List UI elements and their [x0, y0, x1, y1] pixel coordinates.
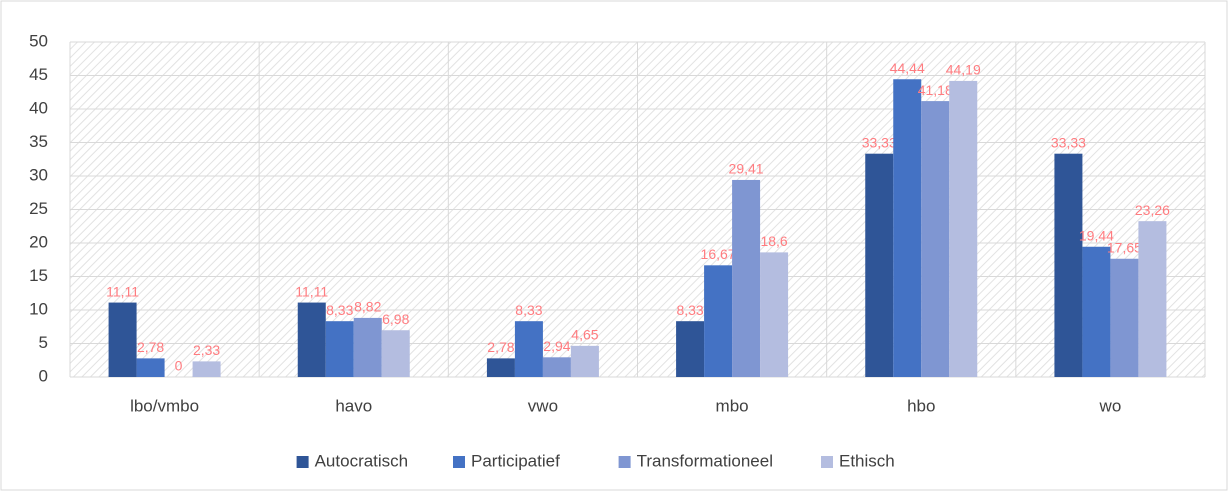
- bar: [108, 302, 137, 377]
- x-tick-label: havo: [335, 396, 372, 415]
- bar: [486, 358, 515, 377]
- bar: [353, 317, 382, 377]
- x-tick-label: vwo: [528, 396, 558, 415]
- y-tick-label: 25: [29, 199, 48, 218]
- value-label: 2,78: [137, 339, 164, 355]
- bar: [1138, 221, 1167, 377]
- bar: [949, 80, 978, 377]
- value-label: 2,78: [487, 339, 514, 355]
- bar: [297, 302, 326, 377]
- y-tick-label: 40: [29, 98, 48, 117]
- legend-swatch: [821, 456, 833, 468]
- x-tick-label: lbo/vmbo: [130, 396, 199, 415]
- bar: [1054, 153, 1083, 377]
- bar: [1110, 258, 1139, 377]
- legend-swatch: [618, 456, 631, 468]
- value-label: 2,33: [193, 342, 220, 358]
- bar: [732, 179, 761, 377]
- y-tick-label: 45: [29, 65, 48, 84]
- value-label: 8,33: [326, 302, 353, 318]
- y-tick-label: 5: [39, 333, 48, 352]
- y-tick-label: 20: [29, 232, 48, 251]
- value-label: 8,33: [676, 302, 703, 318]
- bar: [136, 358, 165, 377]
- value-label: 0: [175, 358, 183, 374]
- legend-label: Autocratisch: [315, 451, 409, 470]
- legend-swatch: [453, 456, 465, 468]
- value-label: 44,44: [890, 60, 925, 76]
- bar: [921, 101, 950, 378]
- value-label: 8,33: [515, 302, 542, 318]
- bar: [542, 357, 571, 377]
- y-tick-label: 10: [29, 299, 48, 318]
- value-label: 33,33: [1051, 134, 1086, 150]
- value-label: 11,11: [295, 283, 328, 299]
- y-tick-label: 15: [29, 266, 48, 285]
- x-tick-label: hbo: [907, 396, 935, 415]
- bar: [865, 153, 894, 377]
- legend-swatch: [296, 456, 309, 468]
- bar: [325, 321, 354, 377]
- bar: [1082, 246, 1111, 377]
- value-label: 17,65: [1107, 239, 1142, 255]
- bar: [893, 79, 922, 377]
- value-label: 6,98: [382, 311, 409, 327]
- y-tick-label: 30: [29, 165, 48, 184]
- x-tick-label: wo: [1099, 396, 1122, 415]
- value-label: 23,26: [1135, 202, 1170, 218]
- bar: [192, 361, 221, 377]
- value-label: 2,94: [543, 338, 570, 354]
- value-label: 18,6: [760, 233, 787, 249]
- bar: [760, 252, 789, 377]
- value-label: 29,41: [729, 161, 764, 177]
- bar: [514, 321, 543, 377]
- bar: [381, 330, 410, 377]
- value-label: 33,33: [862, 134, 897, 150]
- value-label: 19,44: [1079, 227, 1114, 243]
- legend-label: Ethisch: [839, 451, 895, 470]
- bar: [570, 345, 599, 377]
- bar: [704, 265, 733, 377]
- x-tick-label: mbo: [716, 396, 749, 415]
- y-tick-label: 50: [29, 31, 48, 50]
- value-label: 4,65: [571, 327, 598, 343]
- value-label: 44,19: [946, 62, 981, 78]
- y-tick-label: 0: [39, 366, 48, 385]
- value-label: 8,82: [354, 299, 381, 315]
- value-label: 41,18: [918, 82, 953, 98]
- legend-label: Transformationeel: [637, 451, 773, 470]
- bar: [676, 321, 705, 377]
- value-label: 11,11: [106, 283, 139, 299]
- value-label: 16,67: [701, 246, 736, 262]
- legend-label: Participatief: [471, 451, 560, 470]
- y-tick-label: 35: [29, 132, 48, 151]
